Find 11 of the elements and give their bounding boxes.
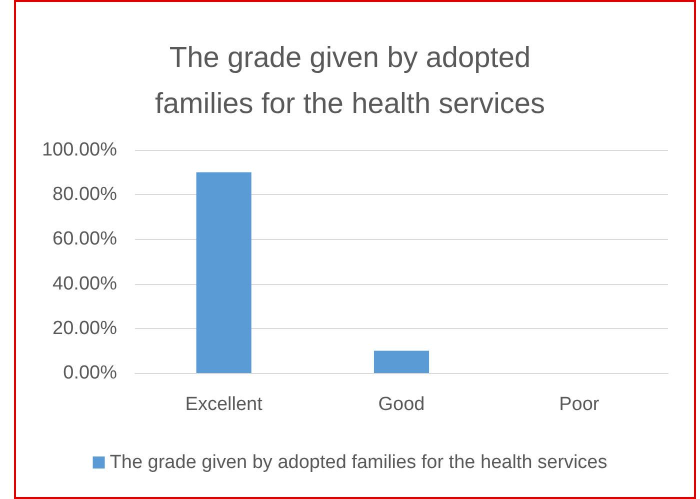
y-tick-label: 20.00%	[52, 318, 118, 339]
chart-title: The grade given by adopted families for the health services	[154, 42, 546, 120]
x-tick-label: Excellent	[185, 394, 264, 415]
x-tick-label: Good	[378, 394, 425, 415]
y-tick-label: 0.00%	[63, 362, 118, 384]
y-tick-label: 60.00%	[52, 228, 118, 250]
legend-label: The grade given by adopted families for the health services	[110, 452, 608, 473]
x-tick-label: Poor	[559, 394, 600, 415]
y-tick-label: 80.00%	[52, 184, 118, 206]
y-tick-label: 100.00%	[42, 140, 118, 160]
y-tick-label: 40.00%	[52, 273, 118, 294]
